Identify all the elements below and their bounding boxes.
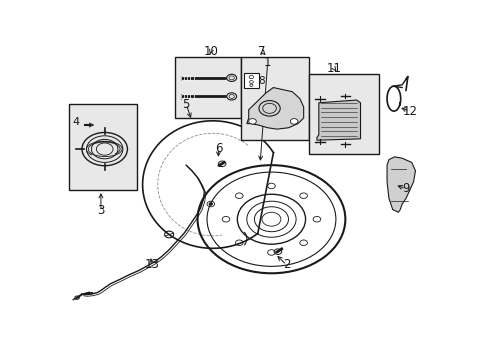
Text: 1: 1 (264, 56, 271, 69)
Polygon shape (386, 157, 415, 212)
Bar (309, 74, 379, 154)
Bar (241, 57, 309, 140)
Text: 13: 13 (144, 258, 159, 271)
Bar (175, 57, 241, 118)
Text: 12: 12 (402, 105, 416, 118)
Circle shape (208, 203, 212, 205)
Polygon shape (316, 100, 360, 140)
Circle shape (248, 118, 256, 124)
Text: 3: 3 (97, 204, 104, 217)
Polygon shape (246, 87, 303, 129)
Text: 10: 10 (203, 45, 218, 58)
Bar (244, 73, 258, 87)
Text: 4: 4 (73, 117, 80, 127)
Text: 5: 5 (182, 98, 189, 111)
Text: 7: 7 (258, 45, 265, 58)
Text: 9: 9 (402, 182, 409, 195)
Circle shape (290, 118, 297, 124)
Text: 2: 2 (282, 258, 290, 271)
Text: 6: 6 (214, 142, 222, 155)
Bar (68, 104, 137, 190)
Text: 11: 11 (326, 62, 341, 75)
Text: 8: 8 (257, 76, 264, 86)
